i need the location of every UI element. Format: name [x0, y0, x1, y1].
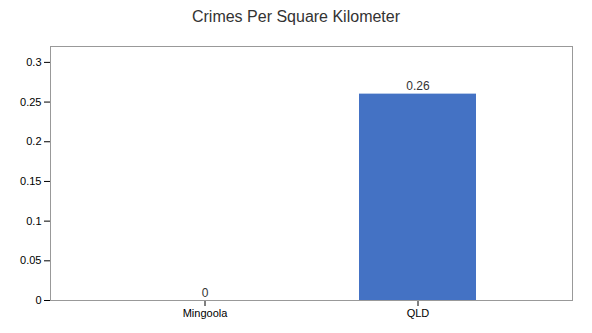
svg-text:0.26: 0.26 [406, 79, 430, 93]
svg-text:0.25: 0.25 [20, 96, 41, 108]
svg-text:0.3: 0.3 [26, 56, 41, 68]
svg-text:0.1: 0.1 [26, 215, 41, 227]
svg-text:0.2: 0.2 [26, 135, 41, 147]
svg-text:Mingoola: Mingoola [183, 307, 229, 319]
svg-text:0: 0 [202, 286, 209, 300]
svg-text:0.05: 0.05 [20, 254, 41, 266]
html-text:Crimes Per Square Kilometer: Crimes Per Square Kilometer [192, 8, 400, 25]
svg-text:QLD: QLD [407, 307, 430, 319]
svg-text:0: 0 [35, 294, 41, 306]
svg-text:0.15: 0.15 [20, 175, 41, 187]
